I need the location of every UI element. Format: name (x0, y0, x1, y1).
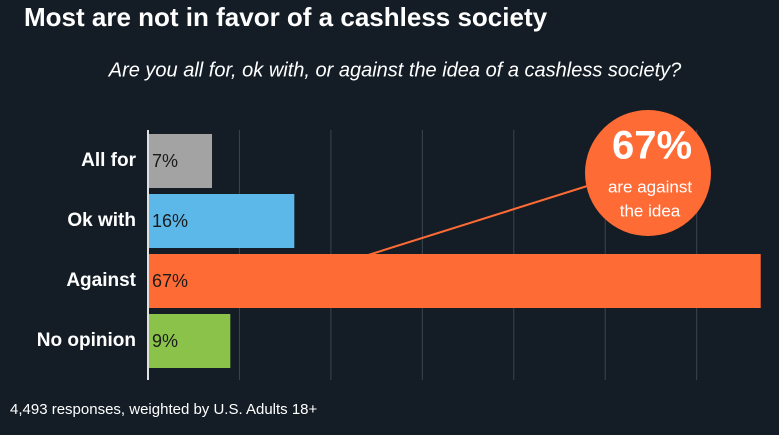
bar (148, 194, 295, 248)
y-tick-label: All for (81, 150, 136, 171)
bar (148, 254, 761, 308)
bar (148, 314, 231, 368)
annotation-circle (585, 110, 711, 236)
annotation-headline: 67% (612, 124, 692, 168)
bar (148, 134, 213, 188)
value-label: 67% (152, 271, 188, 291)
value-label: 9% (152, 331, 178, 351)
value-label: 16% (152, 211, 188, 231)
annotation-text: are against (608, 177, 692, 196)
footer: 4,493 responses, weighted by U.S. Adults… (10, 401, 318, 418)
annotation-connector (364, 181, 601, 257)
value-label: 7% (152, 151, 178, 171)
y-tick-label: No opinion (37, 330, 136, 351)
chart-subtitle: Are you all for, ok with, or against the… (108, 59, 682, 81)
y-tick-label: Against (66, 270, 136, 291)
chart-title: Most are not in favor of a cashless soci… (24, 2, 548, 32)
annotation-text: the idea (620, 201, 681, 220)
y-tick-label: Ok with (67, 210, 136, 231)
